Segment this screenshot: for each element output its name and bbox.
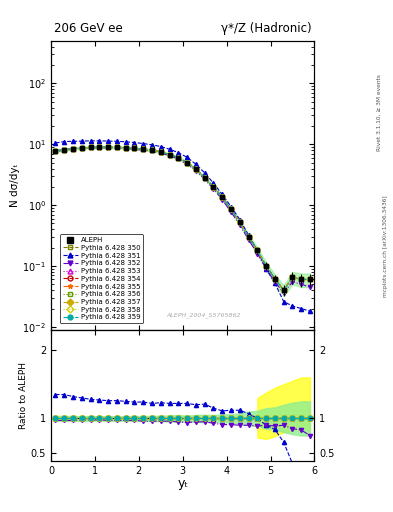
Text: mcplots.cern.ch [arXiv:1306.3436]: mcplots.cern.ch [arXiv:1306.3436] xyxy=(383,195,387,296)
Y-axis label: N dσ/dyₜ: N dσ/dyₜ xyxy=(9,163,20,207)
Text: 206 GeV ee: 206 GeV ee xyxy=(54,22,123,35)
Text: γ*/Z (Hadronic): γ*/Z (Hadronic) xyxy=(221,22,312,35)
Text: ALEPH_2004_S5765862: ALEPH_2004_S5765862 xyxy=(167,312,241,318)
Y-axis label: Ratio to ALEPH: Ratio to ALEPH xyxy=(19,361,28,429)
X-axis label: yₜ: yₜ xyxy=(177,477,188,490)
Legend: ALEPH, Pythia 6.428 350, Pythia 6.428 351, Pythia 6.428 352, Pythia 6.428 353, P: ALEPH, Pythia 6.428 350, Pythia 6.428 35… xyxy=(60,234,143,323)
Text: Rivet 3.1.10, ≥ 3M events: Rivet 3.1.10, ≥ 3M events xyxy=(377,74,382,151)
